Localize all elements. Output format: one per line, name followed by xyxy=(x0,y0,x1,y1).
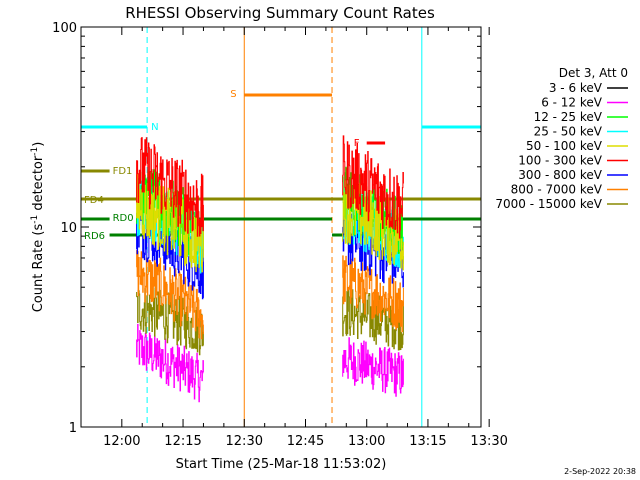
series-0-segment-0 xyxy=(136,323,204,403)
x-tick-label-3: 12:45 xyxy=(287,434,324,449)
x-tick-label-4: 13:00 xyxy=(348,434,385,449)
y-tick-label-0: 1 xyxy=(69,421,77,436)
legend-label-4: 50 - 100 keV xyxy=(526,139,603,153)
legend-label-7: 800 - 7000 keV xyxy=(511,183,603,197)
legend-label-5: 100 - 300 keV xyxy=(518,154,602,168)
legend-label-0: 3 - 6 keV xyxy=(549,81,603,95)
y-axis-label-sup2: -1 xyxy=(30,147,40,156)
legend-label-1: 6 - 12 keV xyxy=(541,96,603,110)
y-tick-label-2: 100 xyxy=(52,21,77,36)
y-axis-label: Count Rate (s-1 detector-1) xyxy=(30,142,46,313)
flag-label-s: S xyxy=(230,89,236,100)
series-7-segment-0 xyxy=(136,137,204,237)
x-tick-label-6: 13:30 xyxy=(470,434,507,449)
y-axis-label-end: ) xyxy=(31,142,46,147)
series-6-segment-1 xyxy=(342,180,404,271)
legend-label-6: 300 - 800 keV xyxy=(518,168,602,182)
legend-label-3: 25 - 50 keV xyxy=(534,125,603,139)
x-tick-label-5: 13:15 xyxy=(409,434,446,449)
flag-label-n: N xyxy=(151,122,158,133)
series-0-segment-1 xyxy=(342,337,404,397)
x-tick-label-0: 12:00 xyxy=(103,434,140,449)
legend-title: Det 3, Att 0 xyxy=(559,66,628,80)
legend-label-8: 7000 - 15000 keV xyxy=(495,197,602,211)
series-2-segment-0 xyxy=(136,250,204,340)
legend-label-2: 12 - 25 keV xyxy=(534,110,603,124)
y-tick-label-1: 10 xyxy=(60,221,77,236)
y-axis-label-sup: -1 xyxy=(30,215,40,224)
series-3-segment-0 xyxy=(136,207,204,300)
flag-label-rd6: RD6 xyxy=(84,231,105,242)
y-axis-label-mid: detector xyxy=(31,155,46,215)
x-axis-label: Start Time (25-Mar-18 11:53:02) xyxy=(176,457,387,472)
footer-date: 2-Sep-2022 20:38 xyxy=(564,467,636,476)
flag-label-fd1: FD1 xyxy=(113,166,133,177)
y-axis-label-main: Count Rate (s xyxy=(31,224,46,313)
chart-title: RHESSI Observing Summary Count Rates xyxy=(125,4,435,22)
series-7-segment-1 xyxy=(342,135,404,239)
x-tick-label-2: 12:30 xyxy=(226,434,263,449)
flag-label-rd0: RD0 xyxy=(113,213,134,224)
axis-ticks: 12:00 12:15 12:30 12:45 13:00 13:15 13:30 1 10 10… xyxy=(52,21,508,449)
flag-label-fd4: FD4 xyxy=(84,195,104,206)
plot-frame xyxy=(80,26,482,428)
x-tick-label-1: 12:15 xyxy=(164,434,201,449)
